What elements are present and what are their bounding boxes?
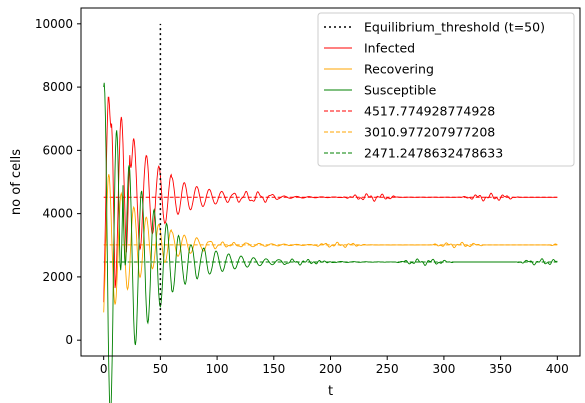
series-line-recovering bbox=[103, 174, 558, 313]
y-tick-label: 8000 bbox=[42, 80, 73, 94]
x-axis-ticks: 0 50 100 150 200 250 300 350 400 bbox=[100, 356, 569, 376]
legend-label: 4517.774928774928 bbox=[364, 104, 495, 119]
legend-label: 3010.977207977208 bbox=[364, 125, 495, 140]
y-tick-label: 0 bbox=[65, 333, 73, 347]
y-axis-label: no of cells bbox=[9, 149, 24, 215]
legend-label: 2471.2478632478633 bbox=[364, 146, 503, 161]
y-tick-label: 6000 bbox=[42, 143, 73, 157]
legend-label: Recovering bbox=[364, 62, 434, 77]
legend-label: Susceptible bbox=[364, 83, 437, 98]
y-tick-label: 4000 bbox=[42, 207, 73, 221]
x-tick-label: 50 bbox=[153, 362, 168, 376]
series-line-infected bbox=[103, 96, 558, 303]
legend-label: Infected bbox=[364, 41, 415, 56]
legend: Equilibrium_threshold (t=50) Infected Reco… bbox=[317, 12, 575, 167]
x-tick-label: 300 bbox=[432, 362, 455, 376]
x-tick-label: 250 bbox=[376, 362, 399, 376]
x-tick-label: 200 bbox=[319, 362, 342, 376]
x-tick-label: 100 bbox=[206, 362, 229, 376]
x-tick-label: 0 bbox=[100, 362, 108, 376]
legend-box bbox=[317, 12, 575, 167]
x-tick-label: 400 bbox=[546, 362, 569, 376]
series-line-susceptible bbox=[103, 82, 558, 403]
series-lines bbox=[103, 82, 558, 403]
y-axis-ticks: 0 2000 4000 6000 8000 10000 bbox=[35, 17, 81, 347]
y-tick-label: 10000 bbox=[35, 17, 73, 31]
y-tick-label: 2000 bbox=[42, 270, 73, 284]
x-axis-label: t bbox=[328, 384, 333, 399]
legend-label: Equilibrium_threshold (t=50) bbox=[364, 20, 545, 35]
x-tick-label: 350 bbox=[489, 362, 512, 376]
x-tick-label: 150 bbox=[262, 362, 285, 376]
